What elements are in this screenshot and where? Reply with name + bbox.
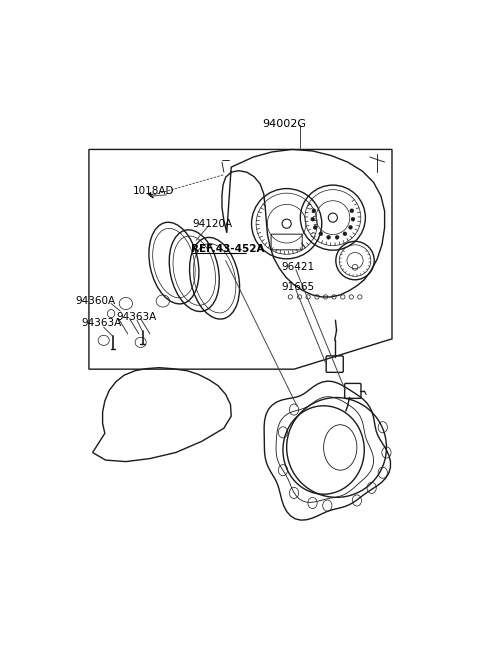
Circle shape xyxy=(335,236,339,239)
Circle shape xyxy=(343,232,347,236)
Text: 94002G: 94002G xyxy=(263,119,307,129)
Text: 1018AD: 1018AD xyxy=(133,186,175,196)
Text: 94363A: 94363A xyxy=(82,318,122,328)
Text: 94120A: 94120A xyxy=(192,219,232,229)
Circle shape xyxy=(311,217,315,221)
Circle shape xyxy=(351,217,355,221)
Text: 94363A: 94363A xyxy=(116,312,156,322)
Circle shape xyxy=(313,226,317,230)
Circle shape xyxy=(348,226,352,230)
Circle shape xyxy=(350,209,354,213)
Text: 96421: 96421 xyxy=(281,262,314,272)
Circle shape xyxy=(327,236,331,239)
Text: REF.43-452A: REF.43-452A xyxy=(191,245,264,255)
Text: 94360A: 94360A xyxy=(75,296,115,306)
Circle shape xyxy=(319,232,323,236)
Text: 91665: 91665 xyxy=(281,282,314,293)
Circle shape xyxy=(312,209,316,213)
